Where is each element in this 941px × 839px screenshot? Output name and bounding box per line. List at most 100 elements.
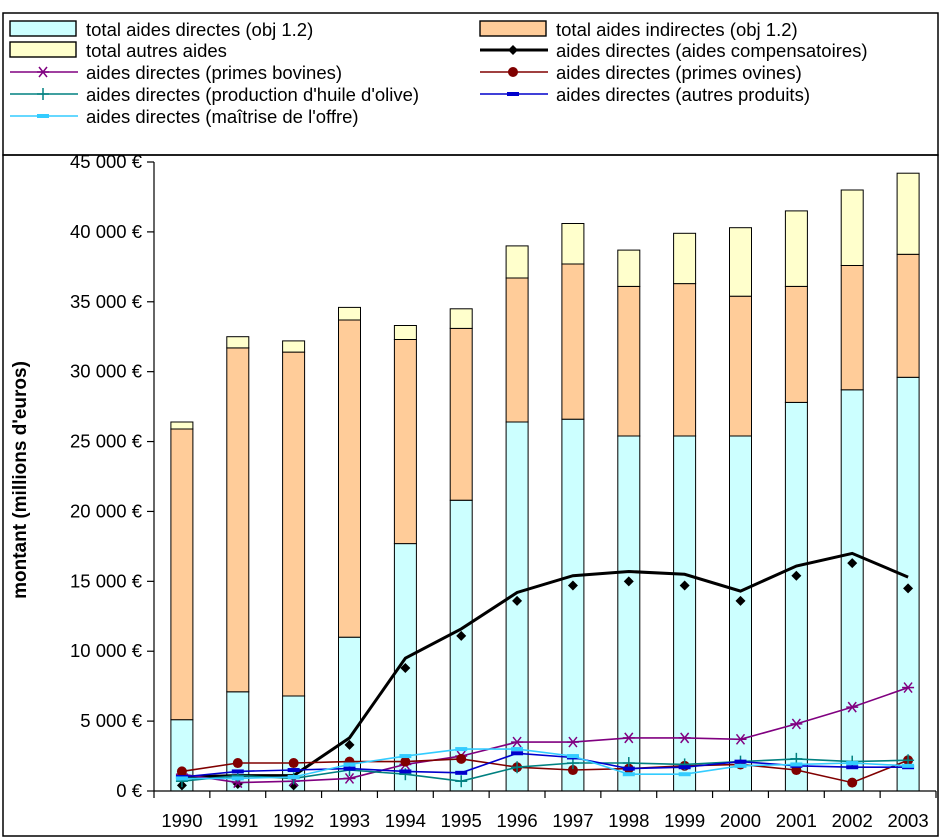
line-point-2-2002 — [846, 701, 859, 713]
legend-label-9: aides directes (maîtrise de l'offre) — [86, 106, 359, 127]
x-tick-label: 1995 — [441, 810, 482, 831]
legend-label-3: total autres aides — [86, 40, 227, 61]
line-point-6-2000 — [734, 763, 747, 768]
legend-label-5: aides directes (primes bovines) — [86, 62, 342, 83]
line-point-5-1994 — [399, 769, 412, 774]
line-point-1-2003 — [903, 583, 914, 594]
line-point-3-1995 — [456, 753, 467, 764]
line-point-5-1995 — [455, 770, 468, 775]
axes-layer: 0 € 5 000 € 10 000 € 15 000 € 20 000 € 25 000… — [70, 151, 937, 831]
line-point-5-1996 — [511, 751, 524, 756]
bar-segment-3-2003 — [896, 172, 920, 255]
bar-segment-3-2000 — [729, 227, 752, 297]
line-point-4-1996 — [511, 761, 524, 774]
line-point-2-2001 — [790, 718, 803, 730]
legend-marker-5-stroke-2 — [38, 66, 48, 78]
line-point-3-1992 — [288, 758, 299, 769]
line-point-2-2001-stroke-2 — [791, 718, 801, 730]
y-tick-label: 20 000 € — [70, 500, 143, 521]
bar-segment-2-1990 — [170, 428, 194, 721]
legend-label-2: total aides indirectes (obj 1.2) — [556, 19, 798, 40]
y-axis-label: montant (millions d'euros) — [10, 361, 31, 599]
line-point-6-2002 — [846, 761, 859, 766]
legend: total aides directes (obj 1.2) total aide… — [2, 12, 939, 156]
bar-segment-2-1997 — [561, 263, 585, 420]
x-tick-label: 2001 — [776, 810, 817, 831]
legend-swatch-1 — [9, 20, 77, 37]
x-tick-label: 2000 — [720, 810, 761, 831]
legend-box — [2, 12, 939, 156]
line-point-1-1992 — [288, 780, 299, 791]
bar-segment-3-1991 — [226, 336, 250, 349]
line-point-5-1993 — [343, 766, 356, 771]
y-tick-label: 35 000 € — [70, 291, 143, 312]
bar-segment-3-2002 — [840, 189, 864, 266]
bar-segment-1-2002 — [840, 389, 864, 792]
line-point-6-1998 — [622, 772, 635, 777]
bar-segment-2-2003 — [896, 253, 920, 378]
line-point-2-1999 — [678, 732, 691, 744]
line-point-3-2002 — [847, 777, 858, 788]
line-point-5-1991 — [231, 769, 244, 774]
y-tick-label: 25 000 € — [70, 431, 143, 452]
line-point-1-2002 — [847, 558, 858, 569]
line-point-3-1994 — [400, 756, 411, 767]
lines-layer — [37, 45, 915, 791]
bar-segment-2-1994 — [393, 339, 417, 545]
line-point-2-1996 — [511, 736, 524, 748]
line-point-1-1997 — [567, 580, 578, 591]
legend-marker-9 — [37, 114, 49, 118]
bar-segment-2-2002 — [840, 264, 864, 391]
line-point-2-2002-stroke-2 — [847, 701, 857, 713]
line-point-2-2000-stroke-2 — [735, 733, 746, 745]
line-point-6-1992 — [287, 775, 300, 780]
legend-marker-7 — [37, 88, 49, 100]
legend-label-4: aides directes (aides compensatoires) — [556, 40, 868, 61]
x-tick-label: 1991 — [217, 810, 258, 831]
line-point-5-2002 — [846, 765, 859, 770]
x-tick-label: 1992 — [273, 810, 314, 831]
line-point-1-1993 — [344, 739, 355, 750]
x-tick-label: 1996 — [496, 810, 537, 831]
line-point-5-2000 — [734, 759, 747, 764]
bar-segment-2-1995 — [449, 327, 473, 501]
x-tick-label: 1999 — [664, 810, 705, 831]
bar-segment-2-1991 — [226, 347, 250, 693]
x-tick-label: 1998 — [608, 810, 649, 831]
line-point-4-1995 — [455, 775, 468, 788]
line-point-1-2000 — [735, 595, 746, 606]
legend-label-7: aides directes (production d'huile d'oli… — [86, 84, 419, 105]
line-point-3-1990 — [176, 766, 187, 777]
line-point-2-1998 — [622, 732, 635, 744]
legend-marker-6 — [508, 67, 518, 77]
bar-segment-2-2001 — [784, 285, 808, 403]
line-series-4 — [181, 758, 909, 783]
y-tick-label: 5 000 € — [80, 710, 142, 731]
line-point-2-1999-stroke-2 — [680, 732, 690, 744]
line-point-6-1993 — [343, 762, 356, 767]
bar-segment-2-1996 — [505, 277, 529, 423]
x-tick-label: 2002 — [832, 810, 873, 831]
y-tick-label: 15 000 € — [70, 570, 143, 591]
line-series-2 — [181, 686, 909, 784]
line-point-2-2003-stroke-2 — [903, 682, 913, 694]
line-point-2-1996-stroke-2 — [512, 736, 522, 748]
legend-swatch-2 — [479, 20, 547, 37]
line-point-2-1993-stroke-2 — [344, 772, 355, 784]
bar-segment-2-1998 — [617, 285, 641, 437]
x-tick-label: 1993 — [329, 810, 370, 831]
bar-segment-3-1996 — [505, 245, 529, 279]
bar-segment-3-1992 — [282, 340, 306, 353]
bar-segment-3-1990 — [170, 421, 194, 430]
bar-segment-3-1997 — [561, 223, 585, 265]
bar-segment-1-1996 — [505, 421, 529, 792]
line-point-6-1997 — [566, 754, 579, 759]
legend-label-1: total aides directes (obj 1.2) — [86, 19, 313, 40]
bars-layer — [170, 172, 920, 792]
line-point-6-1999 — [678, 772, 691, 777]
x-tick-label: 1994 — [385, 810, 426, 831]
line-point-3-1997 — [567, 765, 578, 776]
line-point-1-1996 — [512, 595, 523, 606]
line-point-3-1991 — [232, 758, 243, 769]
line-point-1-1995 — [456, 630, 467, 641]
